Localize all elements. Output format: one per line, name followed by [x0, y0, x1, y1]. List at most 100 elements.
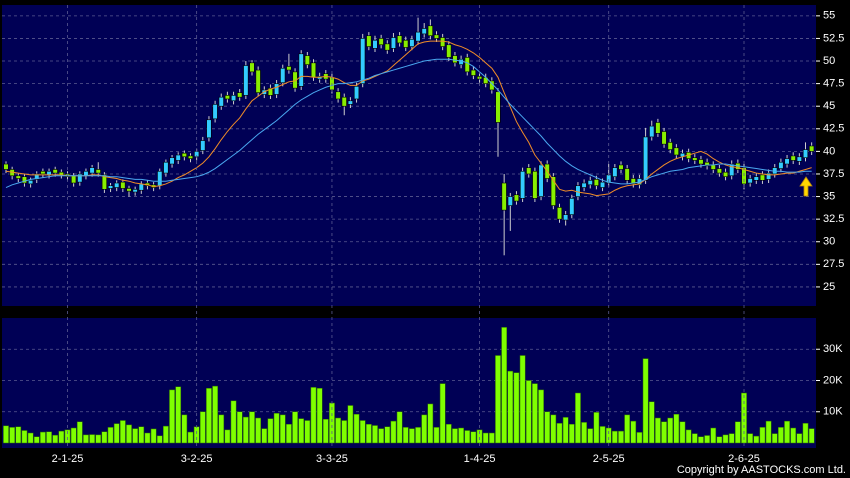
volume-bar [796, 433, 803, 444]
candle-body [353, 86, 360, 100]
volume-bar [243, 416, 249, 444]
volume-bar [765, 420, 772, 444]
candle-body [507, 196, 513, 206]
y-tick-label: 35 [823, 190, 835, 202]
volume-bar [482, 432, 489, 444]
candle-body [15, 175, 21, 179]
volume-bar [126, 424, 132, 444]
candle-body [747, 178, 753, 184]
candle-body [759, 174, 766, 181]
candle-body [89, 167, 95, 174]
candle-body [107, 185, 114, 189]
candle-body [181, 152, 187, 158]
candle-body [495, 91, 501, 123]
volume-bar [279, 414, 286, 444]
candle-body [618, 164, 624, 170]
volume-bar [495, 355, 501, 444]
volume-bar [698, 436, 704, 444]
candle-body [698, 159, 704, 165]
volume-bar [439, 383, 446, 444]
volume-bar [525, 380, 532, 444]
volume-bar [802, 423, 809, 444]
candle-body [298, 53, 304, 87]
y-tick-label: 42.5 [823, 123, 844, 135]
volume-bar [21, 430, 28, 444]
candle-body [673, 147, 679, 156]
candle-body [218, 96, 224, 107]
candle-body [784, 158, 790, 165]
volume-bar [46, 431, 52, 444]
candle-body [114, 182, 120, 188]
y-tick-label: 52.5 [823, 32, 844, 44]
volume-bar [501, 327, 507, 444]
volume-bar [359, 420, 366, 444]
y-tick-label: 20K [823, 374, 843, 386]
candle-body [470, 69, 477, 76]
y-tick-label: 30 [823, 236, 835, 248]
candle-body [101, 174, 107, 190]
volume-bar [759, 427, 766, 444]
volume-bar [784, 420, 790, 444]
volume-bar [673, 414, 680, 444]
volume-bar [27, 432, 34, 444]
volume-bar [316, 388, 323, 444]
candle-body [46, 170, 52, 176]
candle-body [809, 145, 815, 152]
volume-bar [562, 417, 569, 444]
volume-bar [642, 358, 649, 444]
candle-body [716, 168, 722, 174]
volume-bar [532, 383, 538, 444]
volume-bar [722, 434, 729, 444]
candle-body [187, 155, 194, 159]
candle-body [563, 214, 569, 221]
volume-bar [808, 428, 815, 444]
candle-body [556, 207, 563, 220]
volume-bar [95, 434, 102, 444]
y-tick-label: 50 [823, 55, 835, 67]
volume-bar [341, 420, 348, 444]
candle-body [366, 35, 372, 47]
x-tick-label: 3-3-25 [316, 453, 348, 465]
y-tick-label: 37.5 [823, 168, 844, 180]
candle-body [753, 176, 759, 181]
candle-body [519, 170, 526, 199]
volume-bar [15, 426, 22, 444]
volume-bar [150, 428, 157, 444]
volume-bar [513, 372, 520, 444]
candle-body [440, 37, 446, 47]
candle-body [230, 95, 237, 102]
candle-body [372, 39, 378, 49]
volume-bar [267, 418, 274, 444]
volume-bar [636, 432, 643, 444]
candle-body [642, 136, 649, 181]
volume-bar [655, 417, 661, 444]
candle-body [212, 104, 218, 120]
x-tick-label: 2-6-25 [728, 453, 760, 465]
candle-body [778, 161, 784, 169]
volume-bar [249, 411, 255, 444]
volume-bar [187, 431, 194, 444]
candle-body [169, 157, 175, 165]
candle-body [27, 180, 34, 185]
volume-bar [113, 423, 120, 444]
volume-bar [747, 433, 753, 444]
volume-bar [778, 427, 784, 444]
candle-body [255, 69, 261, 93]
volume-bar [372, 425, 378, 444]
volume-bar [741, 392, 747, 444]
volume-bar [544, 411, 551, 444]
candle-body [433, 34, 440, 39]
candle-body [200, 140, 206, 151]
candle-body [163, 161, 169, 174]
volume-bar [519, 355, 526, 444]
volume-bar [224, 429, 231, 444]
candle-body [267, 87, 274, 96]
volume-bar [618, 430, 624, 444]
y-tick-label: 30K [823, 343, 843, 355]
candle-body [403, 39, 409, 48]
volume-bar [212, 385, 218, 444]
volume-bar [218, 414, 225, 444]
volume-bar [716, 436, 723, 444]
candle-body [790, 155, 796, 161]
candle-body [630, 178, 636, 185]
